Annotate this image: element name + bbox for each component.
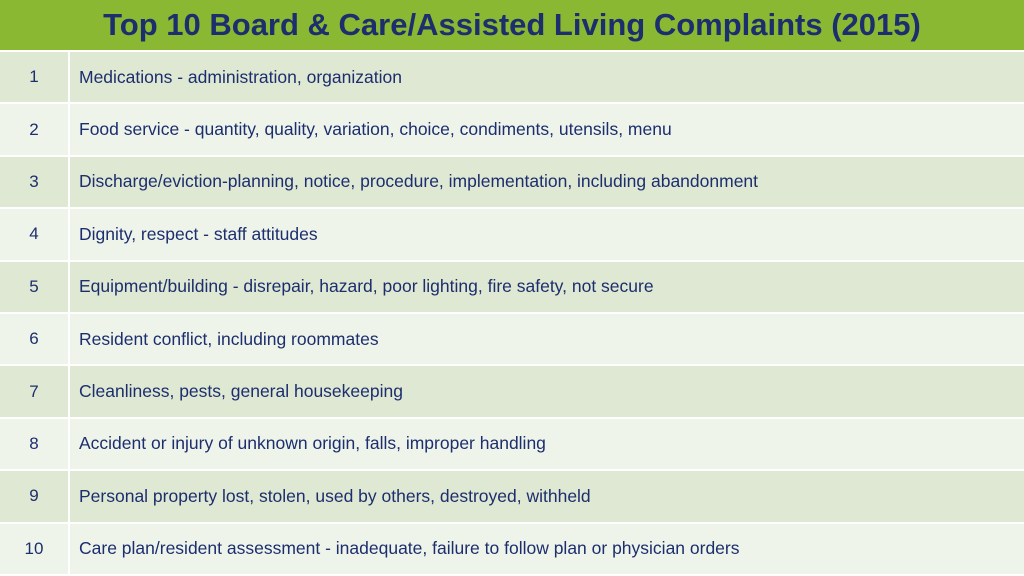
page-title: Top 10 Board & Care/Assisted Living Comp… (103, 7, 921, 42)
rank-cell: 7 (0, 366, 70, 417)
rank-cell: 8 (0, 418, 70, 470)
rank-cell: 1 (0, 52, 70, 103)
rank-cell: 5 (0, 261, 70, 312)
complaint-cell: Personal property lost, stolen, used by … (79, 485, 591, 506)
complaint-cell: Cleanliness, pests, general housekeeping (79, 381, 403, 402)
complaint-cell: Accident or injury of unknown origin, fa… (79, 433, 546, 454)
complaint-cell: Medications - administration, organizati… (79, 66, 402, 87)
complaint-cell: Dignity, respect - staff attitudes (79, 223, 318, 244)
complaint-cell: Resident conflict, including roommates (79, 328, 379, 349)
table-row: 5 Equipment/building - disrepair, hazard… (0, 261, 1024, 314)
table-row: 1 Medications - administration, organiza… (0, 52, 1024, 105)
table-row: 6 Resident conflict, including roommates (0, 313, 1024, 367)
table-row: 10 Care plan/resident assessment - inade… (0, 523, 1024, 574)
table-row: 9 Personal property lost, stolen, used b… (0, 471, 1024, 524)
complaint-cell: Equipment/building - disrepair, hazard, … (79, 276, 654, 297)
table-row: 3 Discharge/eviction-planning, notice, p… (0, 156, 1024, 210)
complaint-cell: Care plan/resident assessment - inadequa… (79, 538, 740, 559)
table-row: 8 Accident or injury of unknown origin, … (0, 418, 1024, 472)
rank-cell: 10 (0, 523, 70, 574)
rank-cell: 6 (0, 313, 70, 365)
table-row: 7 Cleanliness, pests, general housekeepi… (0, 366, 1024, 419)
table-row: 4 Dignity, respect - staff attitudes (0, 209, 1024, 262)
rank-cell: 4 (0, 209, 70, 260)
rank-cell: 3 (0, 156, 70, 208)
table-row: 2 Food service - quantity, quality, vari… (0, 104, 1024, 157)
complaint-cell: Food service - quantity, quality, variat… (79, 119, 672, 140)
complaint-cell: Discharge/eviction-planning, notice, pro… (79, 171, 759, 192)
rank-cell: 2 (0, 104, 70, 155)
title-bar: Top 10 Board & Care/Assisted Living Comp… (0, 0, 1024, 50)
rank-cell: 9 (0, 471, 70, 522)
complaints-table: 1 Medications - administration, organiza… (0, 52, 1024, 576)
